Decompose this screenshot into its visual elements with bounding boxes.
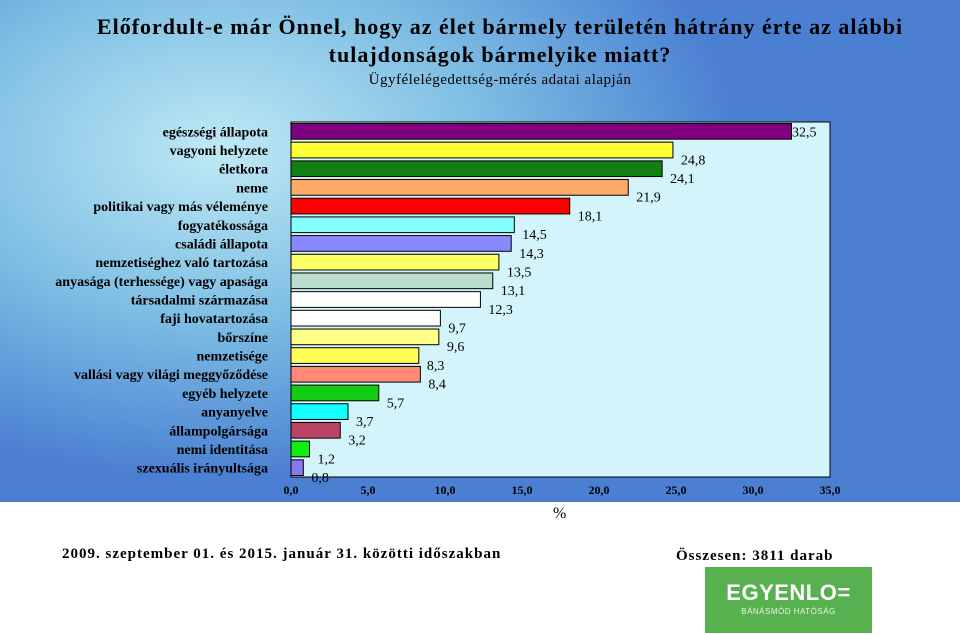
x-axis-label: % [553,505,567,522]
category-labels: egészségi állapota vagyoni helyzete életko… [55,125,268,476]
x-tick-label: 0,0 [284,483,299,497]
bar [290,403,349,420]
value-label: 1,2 [317,452,335,467]
category-label: egészségi állapota [163,125,268,140]
category-label: társadalmi származása [131,294,268,309]
x-tick-label: 10,0 [435,483,456,497]
category-label: vallási vagy világi meggyőződése [74,368,268,383]
bar [290,141,674,159]
bar [290,365,421,383]
logo-name: EGYENLO= [726,580,851,605]
bars-group [290,122,792,477]
chart-title-line2: tulajdonságok bármelyike miatt? [328,42,672,67]
category-label: nemzetisége [196,350,268,365]
x-tick-labels: 0,0 5,0 10,0 15,0 20,0 25,0 30,0 35,0 [284,483,841,497]
value-labels: 32,5 24,8 24,1 21,9 18,1 14,5 14,3 13,5 13,1 12,3… [311,125,816,486]
bar [290,216,515,234]
bar [290,122,792,140]
category-label: életkora [219,163,268,178]
logo-tagline: BÁNÁSMÓD HATÓSÁG [741,607,836,616]
value-label: 14,5 [522,228,547,243]
chart-title-line1: Előfordult-e már Önnel, hogy az élet bár… [96,14,904,39]
value-label: 12,3 [488,303,513,318]
bar [290,440,310,458]
bar [290,253,500,271]
x-tick-label: 5,0 [361,483,376,497]
bar [290,347,420,364]
value-label: 21,9 [636,191,661,206]
value-label: 5,7 [387,396,405,411]
value-label: 24,1 [670,172,695,187]
footer-total: Összesen: 3811 darab [676,548,834,564]
x-tick-label: 35,0 [820,483,841,497]
value-label: 9,7 [448,322,466,337]
x-tick-label: 15,0 [512,483,533,497]
value-label: 13,5 [507,265,532,280]
category-label: fogyatékossága [178,219,268,234]
category-label: családi állapota [175,237,268,252]
category-label: nemi identitása [177,443,268,458]
category-label: politikai vagy más véleménye [93,200,268,215]
category-label: szexuális irányultsága [137,462,268,477]
category-label: egyéb helyzete [182,387,268,402]
bar [290,272,494,290]
category-label: neme [236,181,268,196]
bar [290,309,441,327]
bar [290,328,440,346]
category-label: bőrszíne [217,331,268,346]
bar [290,384,380,402]
value-label: 3,2 [348,434,366,449]
value-label: 3,7 [356,415,374,430]
bar [290,421,341,439]
value-label: 8,3 [427,359,445,374]
x-tick-label: 25,0 [666,483,687,497]
bar [290,235,512,252]
footer-period: 2009. szeptember 01. és 2015. január 31.… [62,546,502,562]
logo: EGYENLO= BÁNÁSMÓD HATÓSÁG [705,567,872,633]
bar [290,197,571,215]
x-tick-label: 20,0 [589,483,610,497]
category-label: faji hovatartozása [160,312,268,327]
bar [290,459,304,477]
bar [290,179,629,196]
category-label: anyasága (terhessége) vagy apasága [55,275,268,290]
category-label: vagyoni helyzete [170,144,268,159]
bar-chart: egészségi állapota vagyoni helyzete életko… [55,121,841,497]
chart-subtitle: Ügyfélelégedettség-mérés adatai alapján [368,72,632,88]
category-label: állampolgársága [169,424,268,439]
x-tick-label: 30,0 [743,483,764,497]
bar [290,160,663,178]
category-label: anyanyelve [201,406,268,421]
value-label: 0,8 [311,471,329,486]
category-label: nemzetiséghez való tartozása [95,256,268,271]
value-label: 9,6 [447,340,465,355]
value-label: 13,1 [501,284,526,299]
value-label: 24,8 [681,153,706,168]
bar [290,291,481,308]
value-label: 32,5 [792,125,817,140]
value-label: 8,4 [428,378,446,393]
value-label: 18,1 [578,209,603,224]
value-label: 14,3 [519,247,544,262]
